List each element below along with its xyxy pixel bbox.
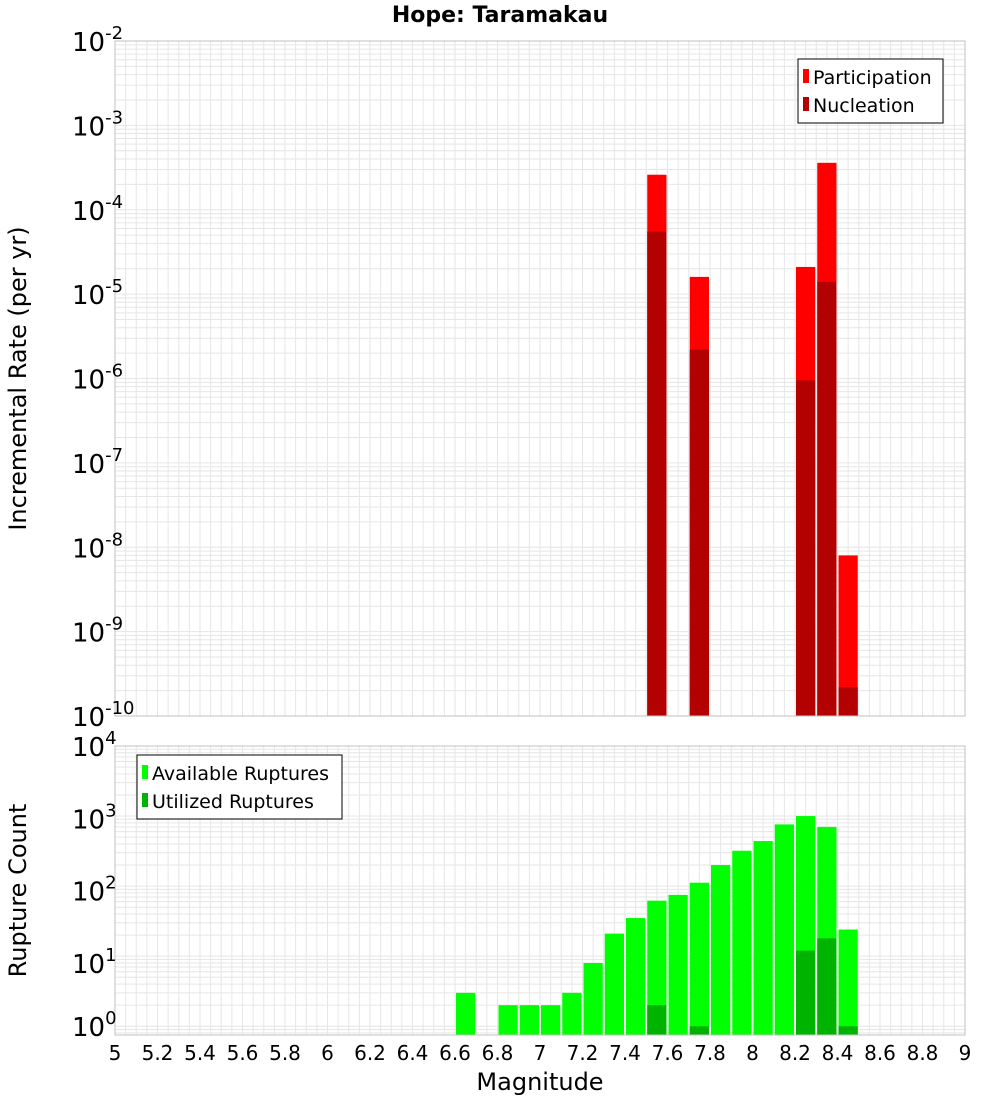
y-tick-label: 10-7	[72, 445, 123, 480]
rate-bar-nucleation	[647, 231, 667, 716]
legend-label: Nucleation	[813, 95, 915, 117]
rate-bar-nucleation	[838, 687, 858, 716]
y-tick-label: 101	[72, 945, 117, 980]
y-tick-label: 100	[72, 1008, 117, 1043]
count-bar-available-ruptures	[498, 1005, 518, 1035]
count-bar-available-ruptures	[647, 900, 667, 1035]
count-plot-frame	[114, 745, 966, 1036]
x-tick-label: 6.2	[354, 1041, 386, 1065]
count-bar-available-ruptures	[519, 1005, 539, 1035]
y-tick-label: 10-4	[72, 192, 123, 227]
x-tick-label: 8.6	[864, 1041, 896, 1065]
chart-title: Hope: Taramakau	[392, 3, 608, 28]
count-bar-available-ruptures	[626, 918, 646, 1035]
y-tick-label: 10-6	[72, 361, 123, 396]
x-tick-label: 7.8	[694, 1041, 726, 1065]
x-tick-label: 7.4	[609, 1041, 641, 1065]
count-bar-available-ruptures	[753, 841, 773, 1035]
y-tick-label: 10-3	[72, 107, 123, 142]
count-bar-utilized-ruptures	[689, 1026, 709, 1035]
rate-plot-frame	[114, 40, 966, 717]
x-tick-label: 5	[109, 1041, 122, 1065]
y-tick-label: 10-9	[72, 614, 123, 649]
count-bar-available-ruptures	[562, 992, 582, 1035]
y-tick-label: 103	[72, 800, 117, 835]
count-bar-available-ruptures	[668, 894, 688, 1035]
legend-label: Participation	[813, 67, 932, 89]
count-bar-available-ruptures	[689, 882, 709, 1035]
legend-box	[136, 754, 343, 820]
legend-label: Utilized Ruptures	[152, 791, 314, 813]
x-tick-label: 6.4	[397, 1041, 429, 1065]
x-tick-label: 8.8	[907, 1041, 939, 1065]
rate-bar-nucleation	[796, 380, 816, 716]
y-tick-label: 104	[72, 728, 117, 763]
count-bar-available-ruptures	[456, 992, 476, 1035]
count-y-axis-label: Rupture Count	[4, 804, 32, 978]
count-bar-available-ruptures	[541, 1005, 561, 1035]
y-tick-label: 102	[72, 873, 117, 908]
legend-swatch	[803, 97, 809, 111]
count-bar-utilized-ruptures	[796, 950, 816, 1035]
count-panel: 100 101 102 103 104 Rupture Count Available …	[4, 728, 966, 1043]
count-bar-utilized-ruptures	[817, 938, 837, 1035]
legend-label: Available Ruptures	[152, 763, 329, 785]
x-tick-label: 8	[746, 1041, 759, 1065]
rate-legend: Participation Nucleation	[797, 58, 944, 124]
legend-swatch	[142, 793, 148, 807]
x-tick-label: 5.8	[269, 1041, 301, 1065]
y-tick-label: 10-2	[72, 23, 123, 58]
x-tick-label: 8.4	[822, 1041, 854, 1065]
x-tick-label: 5.2	[142, 1041, 174, 1065]
legend-swatch	[803, 69, 809, 83]
count-bars	[456, 816, 858, 1035]
y-tick-label: 10-10	[72, 698, 135, 733]
rate-y-axis-label: Incremental Rate (per yr)	[4, 226, 32, 530]
rate-bar-nucleation	[689, 349, 709, 716]
x-tick-label: 7	[534, 1041, 547, 1065]
rate-bar-participation	[838, 555, 858, 716]
count-bar-available-ruptures	[774, 824, 794, 1035]
rate-gridlines	[114, 41, 966, 717]
x-tick-label: 6.6	[439, 1041, 471, 1065]
count-bar-available-ruptures	[838, 929, 858, 1035]
x-axis-ticks: 5 5.2 5.4 5.6 5.8 6 6.2 6.4 6.6 6.8 7 7.2 7.4 7.6 7.8 8…	[109, 1041, 972, 1065]
x-tick-label: 5.4	[184, 1041, 216, 1065]
x-axis-label: Magnitude	[476, 1068, 603, 1096]
rate-panel: 10-10 10-9 10-8 10-7 10-6 10-5 10-4 10-3 10-2 In…	[4, 23, 966, 733]
x-tick-label: 8.2	[779, 1041, 811, 1065]
count-legend: Available Ruptures Utilized Ruptures	[136, 754, 343, 820]
x-tick-label: 6	[321, 1041, 334, 1065]
x-tick-label: 9	[959, 1041, 972, 1065]
rate-bar-nucleation	[817, 281, 837, 716]
x-tick-label: 7.2	[567, 1041, 599, 1065]
x-tick-label: 6.8	[482, 1041, 514, 1065]
legend-box	[797, 58, 944, 124]
rate-bars	[647, 162, 858, 716]
count-bar-available-ruptures	[711, 865, 731, 1035]
count-bar-utilized-ruptures	[838, 1026, 858, 1035]
y-tick-label: 10-8	[72, 529, 123, 564]
x-tick-label: 5.6	[227, 1041, 259, 1065]
count-bar-utilized-ruptures	[647, 1005, 667, 1035]
legend-swatch	[142, 765, 148, 779]
count-bar-available-ruptures	[604, 933, 624, 1035]
x-tick-label: 7.6	[652, 1041, 684, 1065]
count-bar-available-ruptures	[583, 962, 603, 1035]
count-y-ticks: 100 101 102 103 104	[72, 728, 117, 1043]
count-bar-available-ruptures	[732, 850, 752, 1035]
rate-y-ticks: 10-10 10-9 10-8 10-7 10-6 10-5 10-4 10-3 10-2	[72, 23, 135, 733]
y-tick-label: 10-5	[72, 276, 123, 311]
